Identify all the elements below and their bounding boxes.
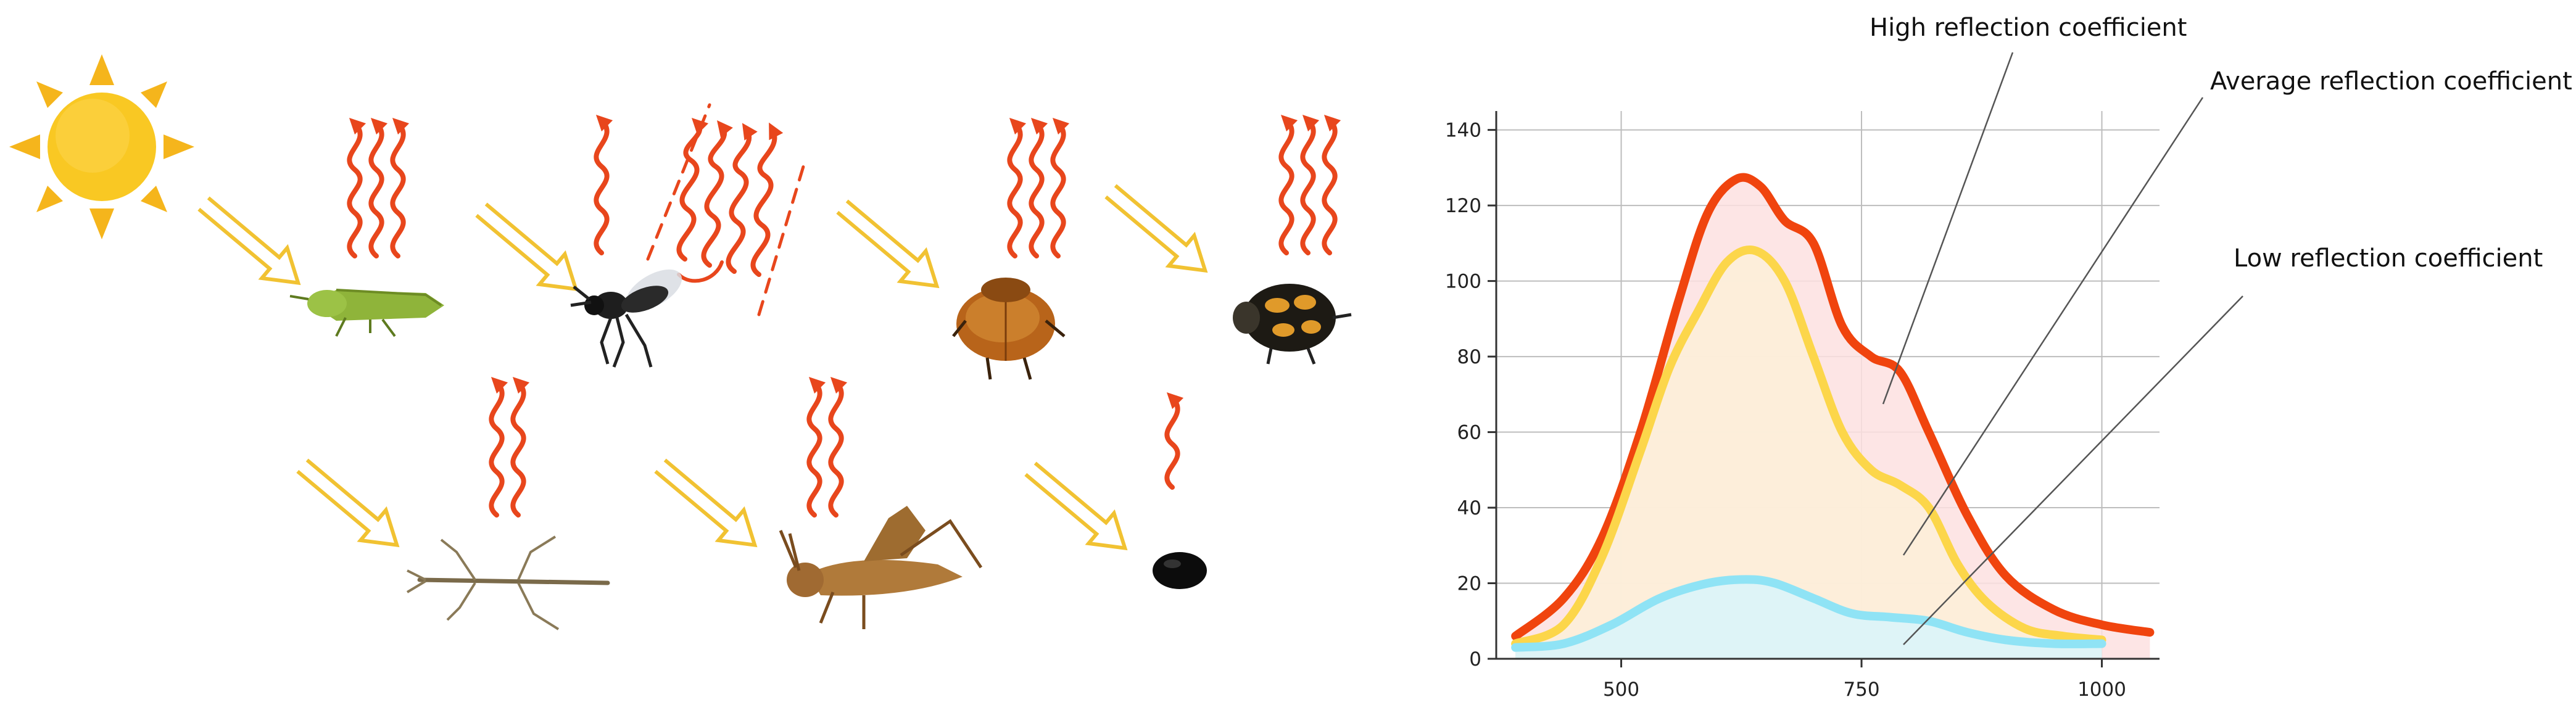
x-tick-label: 1000 <box>2077 679 2126 701</box>
light-arrow-3 <box>836 199 940 289</box>
illustration-panel <box>9 54 1352 630</box>
heat-wave-group-wasp <box>594 114 784 277</box>
leafhopper-icon <box>289 289 444 337</box>
y-tick-label: 120 <box>1445 195 1481 217</box>
average-reflection-area <box>1515 249 2102 659</box>
light-arrow-7 <box>1024 461 1128 551</box>
stick-insect-icon <box>406 535 610 630</box>
light-arrow-4 <box>1104 184 1208 273</box>
heat-wave-group-leafhopper <box>347 117 410 258</box>
heat-wave-group-black-seed <box>1164 392 1184 490</box>
light-arrow-5 <box>296 458 400 548</box>
y-tick-label: 20 <box>1457 573 1481 595</box>
y-tick-label: 0 <box>1469 648 1481 671</box>
low-reflection-label: Low reflection coefficient <box>2234 244 2543 273</box>
heat-wave-group-grasshopper <box>806 376 848 518</box>
average-leader-line <box>1902 97 2204 556</box>
high-reflection-line <box>1511 173 2155 641</box>
chart-series-lines <box>1511 173 2155 652</box>
y-tick-label: 80 <box>1457 346 1481 368</box>
heat-wave-group-stick-insect <box>489 376 530 518</box>
x-tick-label: 750 <box>1843 679 1879 701</box>
heat-wave-group-spotted-beetle <box>1278 114 1341 255</box>
y-tick-label: 60 <box>1457 422 1481 444</box>
high-leader-line <box>1882 52 2014 405</box>
light-arrow-1 <box>197 196 301 286</box>
light-arrow-2 <box>475 202 579 292</box>
black-seed-icon <box>1153 552 1207 589</box>
light-arrows <box>197 184 1208 551</box>
high-reflection-label: High reflection coefficient <box>1870 14 2187 42</box>
annotation-leaders <box>1882 52 2243 645</box>
light-arrow-6 <box>654 458 758 548</box>
grasshopper-icon <box>779 506 983 629</box>
chart-tick-labels: 0 20 40 60 80 100 120 140 500 750 1000 <box>1445 120 2126 701</box>
sun-icon <box>9 54 194 239</box>
heat-wave-group-june-beetle <box>1007 117 1070 258</box>
chart-axes <box>1495 111 2160 660</box>
y-tick-label: 100 <box>1445 271 1481 293</box>
y-tick-label: 40 <box>1457 497 1481 519</box>
y-tick-label: 140 <box>1445 120 1481 142</box>
low-reflection-line <box>1511 575 2106 652</box>
wasp-icon <box>570 269 682 368</box>
low-leader-line <box>1903 295 2243 645</box>
spotted-beetle-icon <box>1233 284 1352 365</box>
x-tick-label: 500 <box>1603 679 1639 701</box>
average-reflection-line <box>1511 246 2106 648</box>
heat-waves <box>347 103 1341 518</box>
june-beetle-icon <box>952 278 1066 380</box>
reflection-chart: 0 20 40 60 80 100 120 140 500 750 1000 High reflec… <box>1445 14 2572 701</box>
average-reflection-label: Average reflection coefficient <box>2210 67 2572 96</box>
